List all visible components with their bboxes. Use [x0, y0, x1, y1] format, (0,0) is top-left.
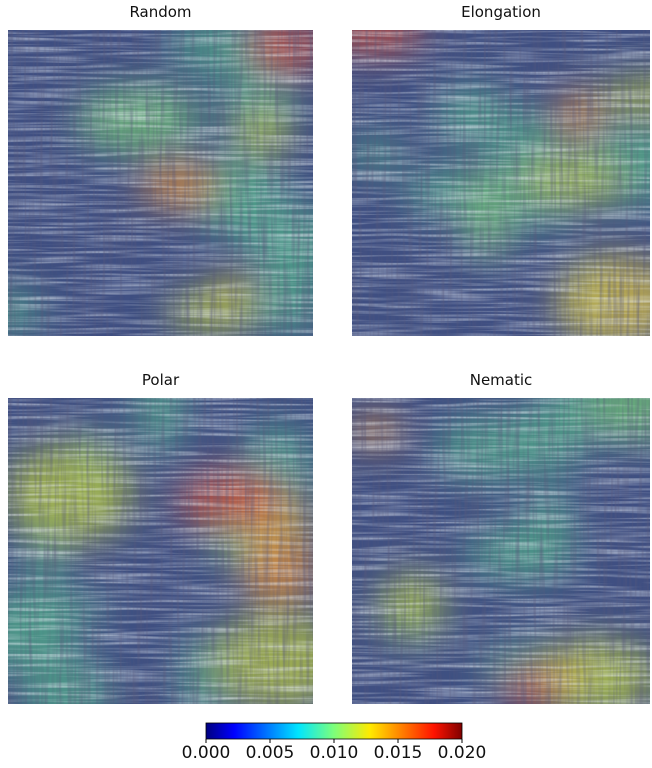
colorbar-tick-label: 0.005	[246, 743, 295, 763]
colorbar-tick-label: 0.000	[182, 743, 231, 763]
streamlines-dark	[8, 398, 313, 704]
colorbar-tick-label: 0.020	[438, 743, 487, 763]
panel-title: Polar	[142, 371, 180, 389]
panel-title: Nematic	[470, 371, 533, 389]
colorbar: 0.000 0.005 0.010 0.015 0.020	[182, 722, 487, 763]
colorbar-gradient	[205, 722, 463, 740]
streamlines-dark	[352, 30, 650, 336]
streamlines-dark	[352, 398, 650, 704]
panel	[352, 398, 650, 704]
panel-title: Random	[129, 3, 191, 21]
panel	[8, 398, 313, 704]
streamlines-dark	[8, 30, 313, 336]
panel	[8, 30, 313, 336]
colorbar-tick-label: 0.015	[374, 743, 423, 763]
colorbar-tick-label: 0.010	[310, 743, 359, 763]
panel-title: Elongation	[461, 3, 541, 21]
panel	[352, 30, 650, 336]
